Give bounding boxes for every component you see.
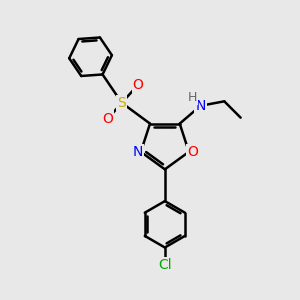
Text: O: O xyxy=(102,112,113,126)
Text: N: N xyxy=(133,145,143,159)
Text: N: N xyxy=(195,99,206,113)
Text: O: O xyxy=(187,145,198,159)
Text: H: H xyxy=(188,91,197,104)
Text: O: O xyxy=(133,78,144,92)
Text: Cl: Cl xyxy=(158,258,172,272)
Text: S: S xyxy=(117,96,126,110)
